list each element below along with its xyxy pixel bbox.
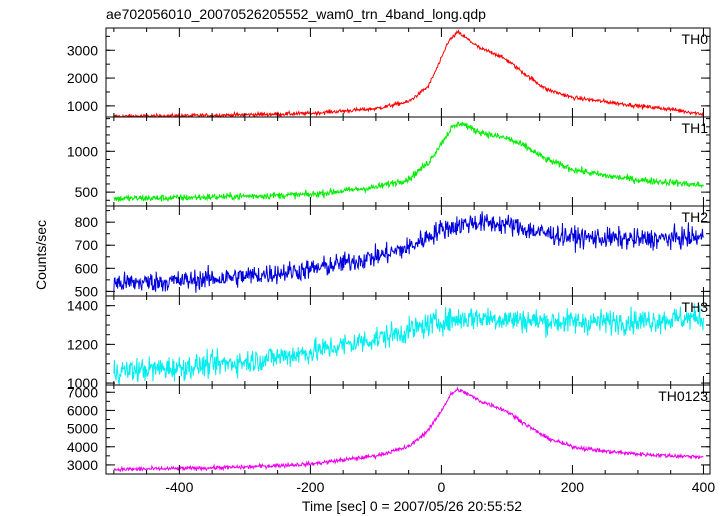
y-tick-label: 3000 bbox=[67, 457, 98, 473]
panel-th3: 1000 1200 1400 TH3 bbox=[67, 295, 711, 391]
panel-label: TH2 bbox=[682, 209, 709, 225]
x-axis-label: Time [sec] 0 = 2007/05/26 20:55:52 bbox=[302, 498, 522, 514]
x-tick-label: -400 bbox=[165, 479, 193, 495]
x-tick-label: 200 bbox=[561, 479, 585, 495]
y-tick-label: 4000 bbox=[67, 439, 98, 455]
x-tick-label: 0 bbox=[438, 479, 446, 495]
panel-frame bbox=[105, 116, 711, 207]
series-line-th0123 bbox=[113, 386, 704, 473]
y-tick-label: 800 bbox=[75, 214, 99, 230]
y-tick-label: 1000 bbox=[67, 375, 98, 391]
y-tick-label: 500 bbox=[75, 283, 99, 299]
y-tick-label: 1400 bbox=[67, 298, 98, 314]
plot-panels: 1000 2000 3000 TH0 500 1000 TH1 500 600 700 800 TH2… bbox=[67, 27, 711, 475]
series-line-th0 bbox=[113, 29, 704, 117]
y-tick-label: 6000 bbox=[67, 402, 98, 418]
panel-th1: 500 1000 TH1 bbox=[67, 116, 711, 207]
panel-label: TH1 bbox=[682, 120, 709, 136]
y-tick-label: 1000 bbox=[67, 143, 98, 159]
panel-label: TH0 bbox=[682, 31, 709, 47]
panel-th0123: 3000 4000 5000 6000 7000 TH0123 bbox=[67, 384, 711, 475]
y-tick-label: 5000 bbox=[67, 421, 98, 437]
series-line-th3 bbox=[113, 303, 704, 385]
y-tick-label: 1000 bbox=[67, 98, 98, 114]
panel-th0: 1000 2000 3000 TH0 bbox=[67, 27, 711, 118]
y-tick-label: 600 bbox=[75, 260, 99, 276]
y-tick-label: 2000 bbox=[67, 70, 98, 86]
x-tick-label: -200 bbox=[296, 479, 324, 495]
chart-title: ae702056010_20070526205552_wam0_trn_4ban… bbox=[106, 6, 486, 22]
series-line-th2 bbox=[113, 211, 704, 293]
y-tick-label: 7000 bbox=[67, 384, 98, 400]
y-tick-label: 1200 bbox=[67, 336, 98, 352]
panel-frame bbox=[105, 384, 711, 475]
y-tick-label: 500 bbox=[75, 184, 99, 200]
y-tick-label: 3000 bbox=[67, 42, 98, 58]
panel-frame bbox=[105, 295, 711, 386]
series-line-th1 bbox=[113, 121, 704, 202]
panel-label: TH0123 bbox=[658, 388, 708, 404]
y-axis-label: Counts/sec bbox=[33, 220, 49, 290]
x-axis-tick-labels: -400 -200 0 200 400 bbox=[165, 479, 715, 495]
y-tick-label: 700 bbox=[75, 237, 99, 253]
panel-label: TH3 bbox=[682, 299, 709, 315]
x-tick-label: 400 bbox=[692, 479, 716, 495]
panel-th2: 500 600 700 800 TH2 bbox=[75, 205, 711, 299]
